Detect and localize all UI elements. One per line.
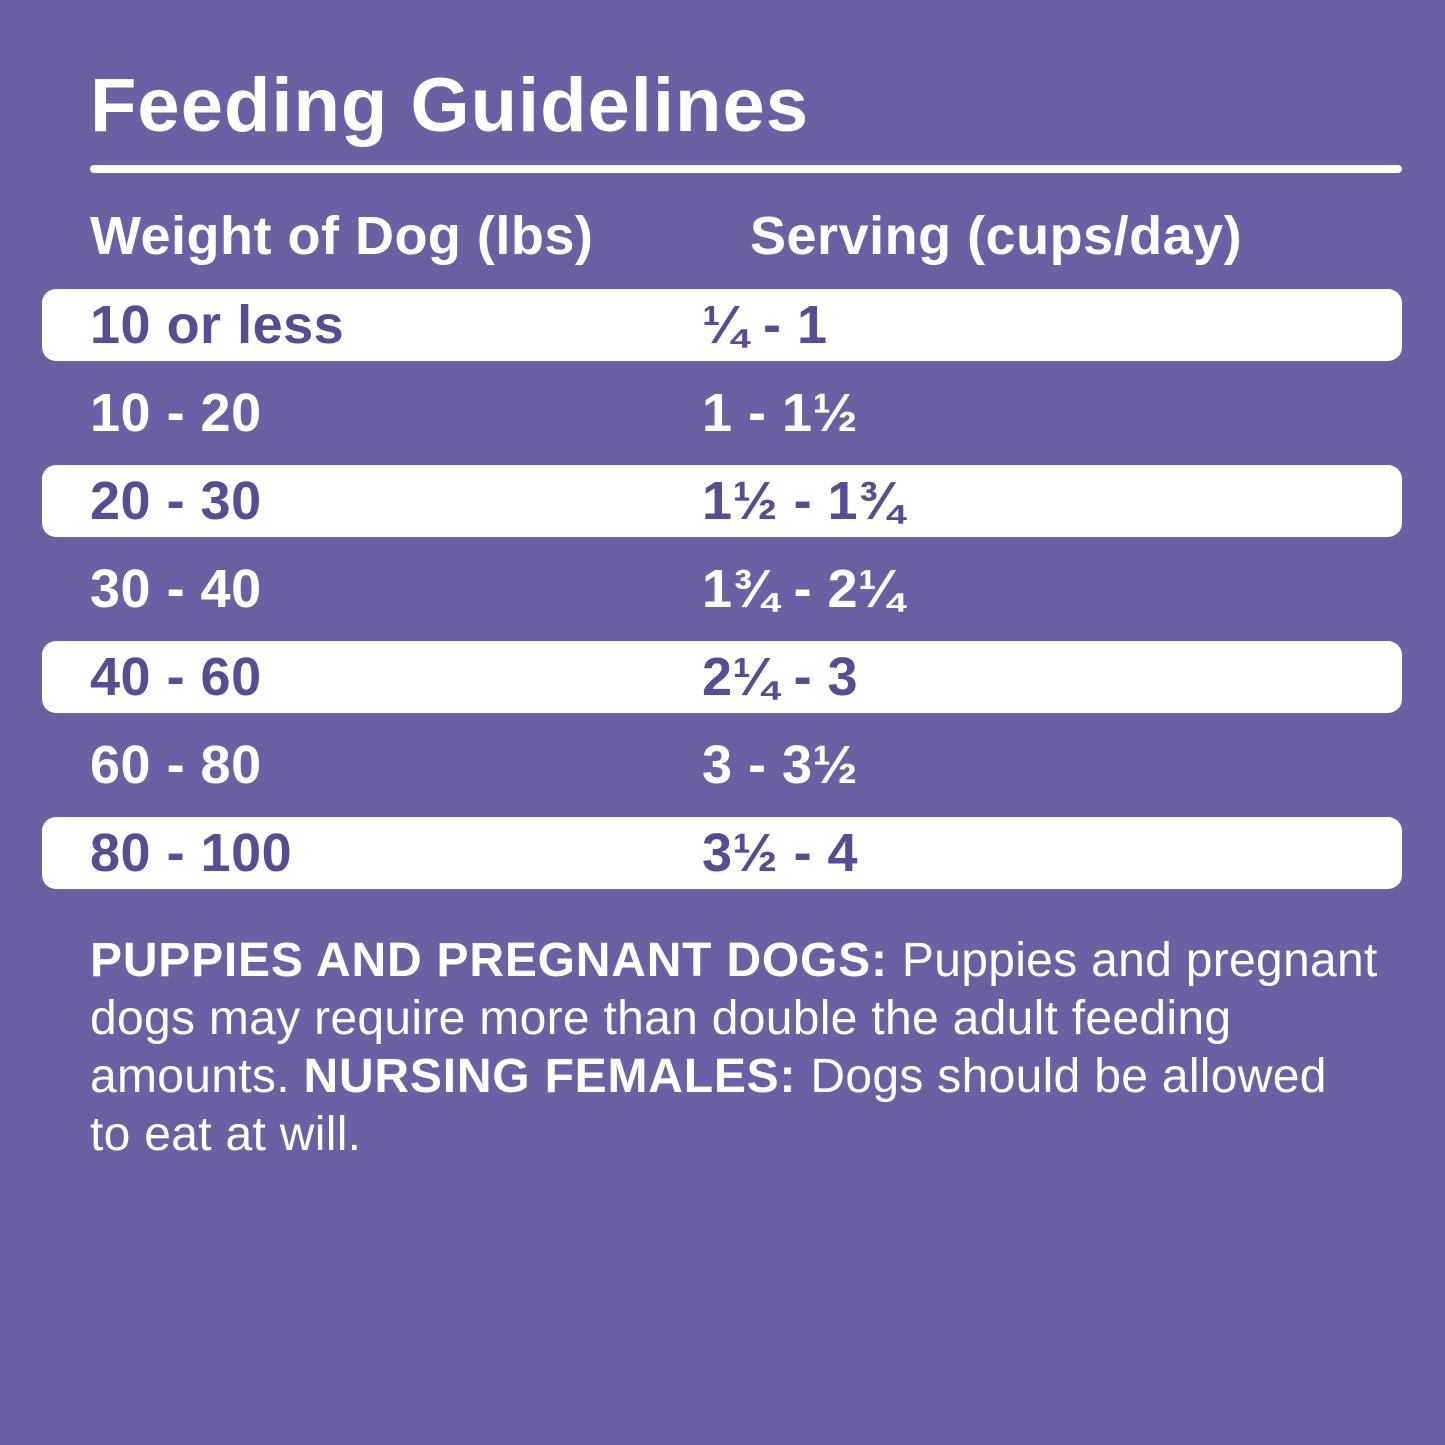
serving-cell: 3½ - 4 — [702, 823, 859, 883]
table-row: 10 - 20 1 - 1½ — [42, 377, 1402, 449]
weight-cell: 80 - 100 — [90, 823, 293, 883]
table-header: Weight of Dog (lbs) Serving (cups/day) — [0, 206, 1445, 266]
note-heading: PUPPIES AND PREGNANT DOGS: — [90, 934, 902, 987]
note-line: PUPPIES AND PREGNANT DOGS: Puppies and p… — [90, 932, 1420, 990]
note-text: Puppies and pregnant — [901, 934, 1378, 987]
note-line: to eat at will. — [90, 1106, 1420, 1164]
weight-cell: 20 - 30 — [90, 471, 262, 531]
serving-cell: 1 - 1½ — [702, 383, 859, 443]
note-text: amounts. — [90, 1050, 304, 1103]
table-row: 10 or less ¼ - 1 — [42, 289, 1402, 361]
serving-cell: ¼ - 1 — [702, 295, 828, 355]
title-divider — [90, 165, 1402, 173]
serving-cell: 2¼ - 3 — [702, 647, 859, 707]
column-header-weight: Weight of Dog (lbs) — [90, 206, 594, 266]
weight-cell: 30 - 40 — [90, 559, 262, 619]
page-title: Feeding Guidelines — [90, 63, 809, 148]
serving-cell: 1½ - 1¾ — [702, 471, 904, 531]
weight-cell: 10 - 20 — [90, 383, 262, 443]
table-row: 40 - 60 2¼ - 3 — [42, 641, 1402, 713]
weight-cell: 40 - 60 — [90, 647, 262, 707]
table-row: 30 - 40 1¾ - 2¼ — [42, 553, 1402, 625]
table-row: 80 - 100 3½ - 4 — [42, 817, 1402, 889]
feeding-table: 10 or less ¼ - 1 10 - 20 1 - 1½ 20 - 30 1½ - … — [42, 289, 1402, 905]
note-line: dogs may require more than double the ad… — [90, 990, 1420, 1048]
note-line: amounts. NURSING FEMALES: Dogs should be… — [90, 1048, 1420, 1106]
weight-cell: 10 or less — [90, 295, 345, 355]
note-text: dogs may require more than double the ad… — [90, 992, 1232, 1045]
table-row: 60 - 80 3 - 3½ — [42, 729, 1402, 801]
serving-cell: 1¾ - 2¼ — [702, 559, 904, 619]
serving-cell: 3 - 3½ — [702, 735, 859, 795]
feeding-notes: PUPPIES AND PREGNANT DOGS: Puppies and p… — [90, 932, 1420, 1164]
table-row: 20 - 30 1½ - 1¾ — [42, 465, 1402, 537]
column-header-serving: Serving (cups/day) — [750, 206, 1243, 266]
note-heading: NURSING FEMALES: — [303, 1050, 811, 1103]
weight-cell: 60 - 80 — [90, 735, 262, 795]
note-text: Dogs should be allowed — [810, 1050, 1327, 1103]
note-text: to eat at will. — [90, 1108, 362, 1161]
